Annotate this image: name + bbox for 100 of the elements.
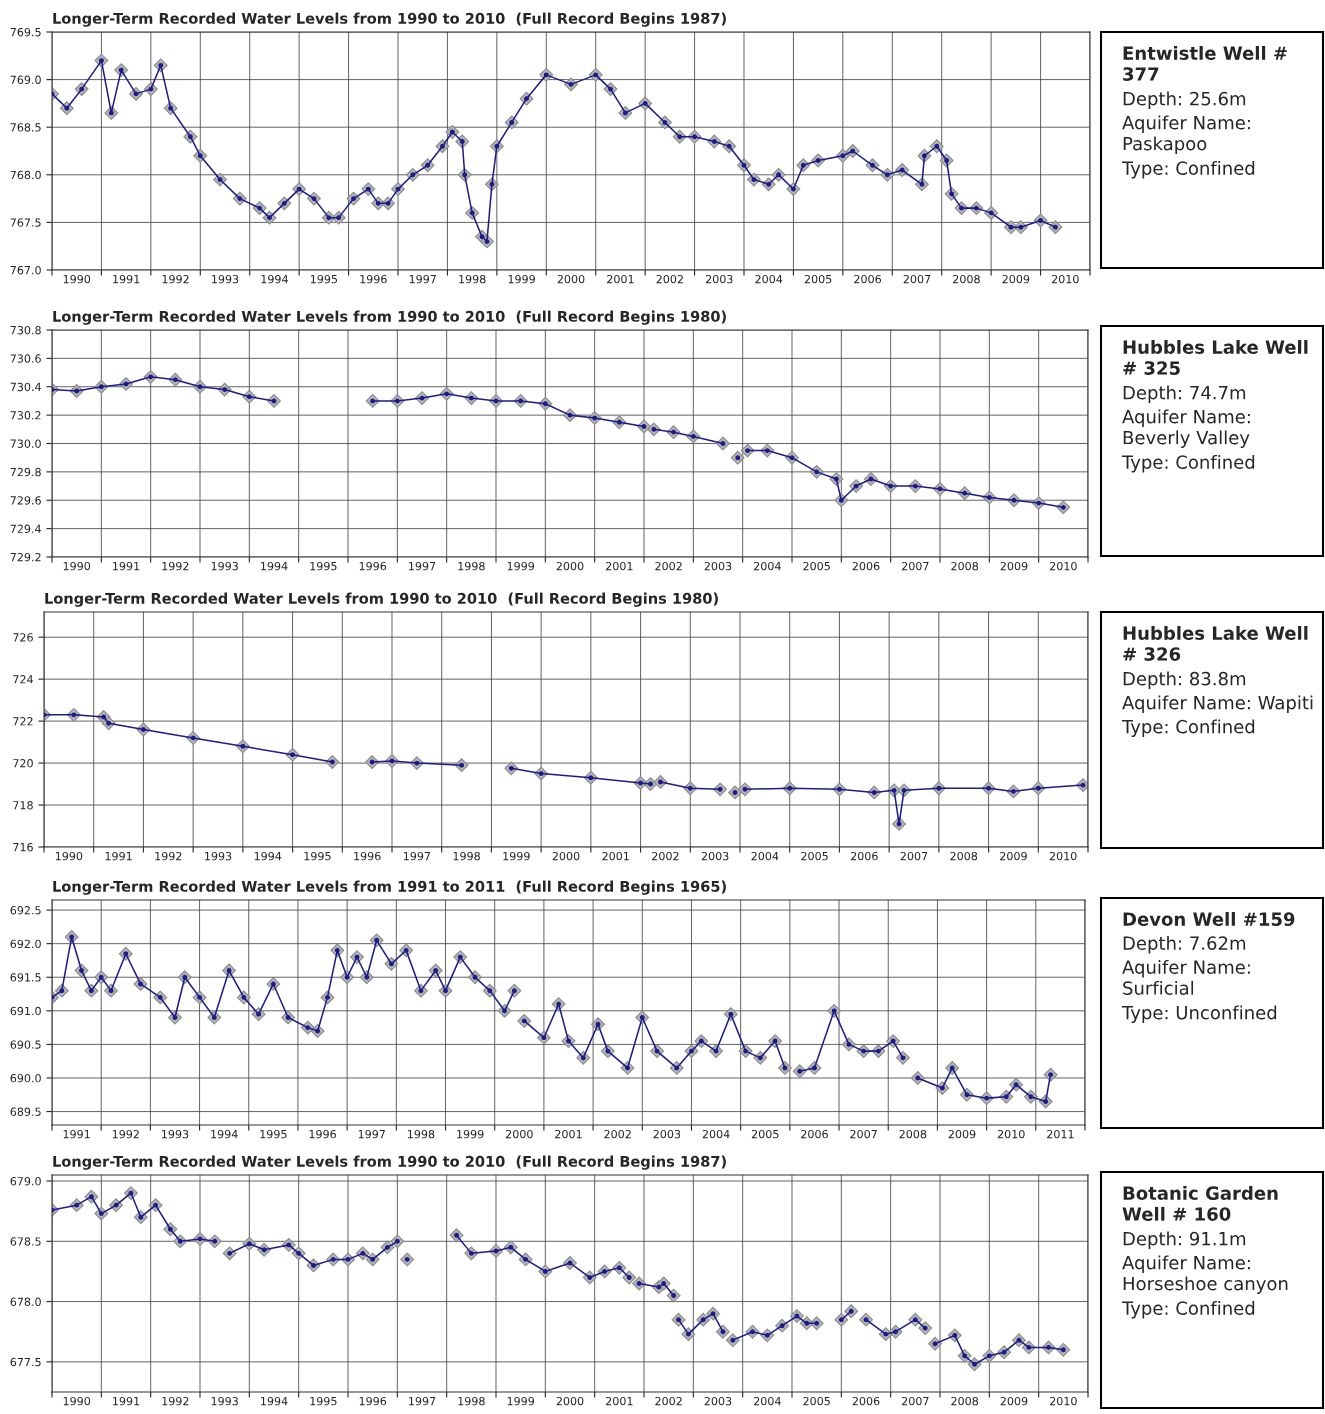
x-tick-label: 2001 xyxy=(602,851,629,861)
text: Aquifer Name: Horseshoe canyon xyxy=(1122,1255,1288,1294)
y-tick-label: 730.2 xyxy=(10,411,41,420)
x-tick-label: 2004 xyxy=(702,1129,730,1139)
text: Devon Well #159 xyxy=(1123,912,1295,926)
x-tick-label: 1996 xyxy=(354,851,381,861)
y-tick-label: 689.5 xyxy=(10,1107,41,1116)
x-tick-label: 2010 xyxy=(1051,274,1079,284)
y-tick-label: 677.5 xyxy=(10,1357,41,1367)
text: Aquifer Name: Paskapoo xyxy=(1122,115,1250,154)
x-tick-label: 2010 xyxy=(997,1129,1025,1139)
x-tick-label: 2000 xyxy=(556,561,584,571)
x-tick-label: 2003 xyxy=(704,1396,732,1406)
x-tick-label: 1998 xyxy=(458,1396,485,1406)
x-tick-label: 1993 xyxy=(205,851,232,861)
y-tick-label: 729.6 xyxy=(10,496,41,505)
x-tick-label: 2006 xyxy=(801,1129,828,1139)
y-tick-label: 692.5 xyxy=(10,906,41,915)
x-tick-label: 2004 xyxy=(754,561,781,571)
x-tick-label: 1993 xyxy=(211,1396,238,1406)
y-tick-label: 678.0 xyxy=(10,1297,41,1306)
x-tick-label: 1991 xyxy=(113,274,140,284)
y-tick-label: 730.4 xyxy=(10,382,41,392)
x-tick-label: 1999 xyxy=(457,1129,484,1139)
x-tick-label: 1992 xyxy=(162,561,189,571)
x-tick-label: 1992 xyxy=(112,1129,139,1139)
x-tick-label: 2001 xyxy=(555,1129,582,1139)
x-tick-label: 2010 xyxy=(1050,1396,1077,1406)
x-tick-label: 2011 xyxy=(1047,1129,1074,1139)
chart-title: Longer-Term Recorded Water Levels from 1990 to 2010 (Full Record Begins 1987) xyxy=(53,12,726,27)
text: Depth: 7.62m xyxy=(1123,936,1246,954)
x-tick-label: 2003 xyxy=(701,851,729,861)
x-tick-label: 2009 xyxy=(1000,561,1028,571)
x-tick-label: 1996 xyxy=(359,561,387,571)
y-tick-label: 690.5 xyxy=(10,1040,41,1049)
y-tick-label: 767.0 xyxy=(10,265,41,275)
x-tick-label: 1991 xyxy=(105,851,132,861)
text: Type: Confined xyxy=(1121,161,1255,179)
x-tick-label: 2007 xyxy=(902,1396,929,1406)
x-tick-label: 2007 xyxy=(850,1129,877,1139)
x-tick-label: 1996 xyxy=(360,274,387,284)
x-tick-label: 1997 xyxy=(409,1396,436,1406)
x-tick-label: 2005 xyxy=(801,851,828,861)
x-tick-label: 2008 xyxy=(951,1396,979,1406)
x-tick-label: 2006 xyxy=(852,1396,880,1406)
y-tick-label: 716 xyxy=(13,842,33,852)
y-tick-label: 768.5 xyxy=(10,123,41,132)
x-tick-label: 1999 xyxy=(507,561,535,571)
x-tick-label: 1991 xyxy=(63,1129,90,1139)
text: Type: Unconfined xyxy=(1121,1005,1277,1023)
text: Type: Confined xyxy=(1121,719,1255,737)
x-tick-label: 2004 xyxy=(755,274,783,284)
text: Depth: 83.8m xyxy=(1123,671,1246,689)
x-tick-label: 2009 xyxy=(1000,1396,1028,1406)
x-tick-label: 1990 xyxy=(63,1396,91,1406)
x-tick-label: 1997 xyxy=(358,1129,385,1139)
x-tick-label: 1993 xyxy=(212,274,239,284)
x-tick-label: 2000 xyxy=(557,274,585,284)
x-tick-label: 2000 xyxy=(505,1129,533,1139)
y-tick-label: 678.5 xyxy=(10,1237,41,1246)
x-tick-label: 1995 xyxy=(310,561,337,571)
text: Aquifer Name: Beverly Valley xyxy=(1122,409,1250,448)
x-tick-label: 1999 xyxy=(507,1396,535,1406)
x-tick-label: 1997 xyxy=(403,851,431,861)
x-tick-label: 1992 xyxy=(162,1396,189,1406)
x-tick-label: 2010 xyxy=(1050,561,1077,571)
x-tick-label: 1996 xyxy=(309,1129,336,1139)
text: Entwistle Well # 377 xyxy=(1123,46,1287,81)
y-tick-label: 726 xyxy=(13,633,33,642)
x-tick-label: 1993 xyxy=(162,1129,189,1139)
x-tick-label: 1994 xyxy=(261,1396,288,1406)
y-tick-label: 729.2 xyxy=(10,552,41,562)
x-tick-label: 1998 xyxy=(459,274,486,284)
x-tick-label: 2008 xyxy=(951,561,979,571)
x-tick-label: 2008 xyxy=(899,1129,927,1139)
y-tick-label: 722 xyxy=(13,717,33,726)
x-tick-label: 1994 xyxy=(261,561,288,571)
x-tick-label: 2006 xyxy=(854,274,882,284)
text: Aquifer Name: Wapiti xyxy=(1122,695,1313,713)
x-tick-label: 2004 xyxy=(751,851,779,861)
y-tick-label: 729.4 xyxy=(10,524,41,533)
x-tick-label: 2002 xyxy=(655,1396,682,1406)
y-tick-label: 729.8 xyxy=(10,467,41,477)
x-tick-label: 2003 xyxy=(705,274,733,284)
y-tick-label: 730.8 xyxy=(10,325,41,335)
x-tick-label: 1990 xyxy=(63,274,91,284)
x-tick-label: 2001 xyxy=(607,274,634,284)
x-tick-label: 1998 xyxy=(408,1129,435,1139)
x-tick-label: 1998 xyxy=(458,561,485,571)
y-tick-label: 768.0 xyxy=(10,170,41,180)
x-tick-label: 2005 xyxy=(803,561,830,571)
text: Depth: 25.6m xyxy=(1123,91,1246,109)
x-tick-label: 1997 xyxy=(409,274,436,284)
y-tick-label: 691.5 xyxy=(10,973,41,982)
y-tick-label: 769.5 xyxy=(10,27,41,37)
x-tick-label: 1995 xyxy=(310,274,338,284)
y-tick-label: 769.0 xyxy=(10,75,41,84)
y-tick-label: 720 xyxy=(13,759,33,768)
x-tick-label: 1998 xyxy=(453,851,480,861)
y-tick-label: 730.0 xyxy=(10,439,41,448)
